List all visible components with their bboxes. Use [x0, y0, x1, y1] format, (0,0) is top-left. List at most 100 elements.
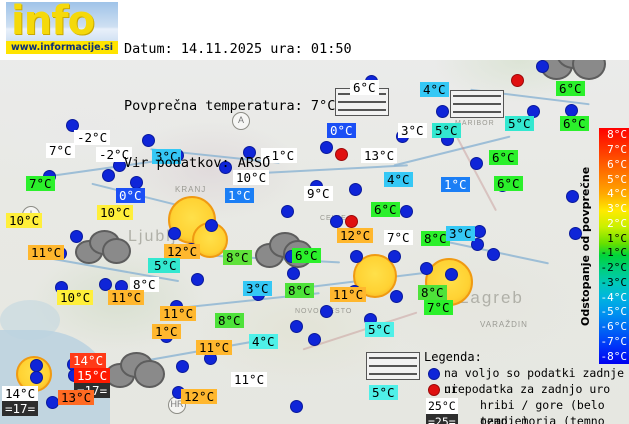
station-dot-nodata[interactable]	[511, 74, 524, 87]
country-code-tag: A	[232, 112, 250, 130]
temperature-chip[interactable]: 6°C	[371, 202, 400, 217]
temperature-chip[interactable]: 11°C	[196, 340, 233, 355]
temperature-chip[interactable]: -1°C	[261, 148, 298, 163]
temperature-chip[interactable]: 8°C	[223, 250, 252, 265]
station-dot[interactable]	[566, 190, 579, 203]
temperature-chip[interactable]: 0°C	[327, 123, 356, 138]
station-dot[interactable]	[205, 219, 218, 232]
station-dot[interactable]	[349, 183, 362, 196]
scale-tick-value: 4°C	[607, 187, 627, 201]
station-dot[interactable]	[281, 205, 294, 218]
temperature-chip[interactable]: 10°C	[97, 205, 134, 220]
temperature-chip[interactable]: 12°C	[337, 228, 374, 243]
temperature-chip[interactable]: 10°C	[6, 213, 43, 228]
station-dot[interactable]	[487, 248, 500, 261]
station-dot[interactable]	[436, 105, 449, 118]
temperature-chip[interactable]: 8°C	[285, 283, 314, 298]
temperature-chip[interactable]: 7°C	[424, 300, 453, 315]
station-dot[interactable]	[320, 305, 333, 318]
temperature-chip[interactable]: 1°C	[225, 188, 254, 203]
temperature-chip[interactable]: 6°C	[556, 81, 585, 96]
temperature-chip[interactable]: 11°C	[160, 306, 197, 321]
temperature-chip[interactable]: 3°C	[446, 226, 475, 241]
temperature-chip[interactable]: 3°C	[152, 149, 181, 164]
temperature-chip[interactable]: -2°C	[96, 147, 133, 162]
temperature-chip[interactable]: 5°C	[365, 322, 394, 337]
station-dot[interactable]	[473, 225, 486, 238]
temperature-chip[interactable]: 15°C	[74, 368, 111, 383]
station-dot[interactable]	[308, 333, 321, 346]
temperature-chip[interactable]: 5°C	[369, 385, 398, 400]
station-dot[interactable]	[420, 262, 433, 275]
temperature-chip[interactable]: 10°C	[233, 170, 270, 185]
temperature-chip[interactable]: 13°C	[361, 148, 398, 163]
temperature-chip[interactable]: 7°C	[46, 143, 75, 158]
temperature-chip[interactable]: 6°C	[489, 150, 518, 165]
temperature-chip[interactable]: 3°C	[398, 123, 427, 138]
station-dot[interactable]	[536, 60, 549, 73]
temperature-chip[interactable]: 8°C	[130, 277, 159, 292]
station-dot[interactable]	[219, 161, 232, 174]
temperature-chip[interactable]: 10°C	[57, 290, 94, 305]
temperature-chip[interactable]: 12°C	[181, 389, 218, 404]
temperature-chip[interactable]: 8°C	[421, 231, 450, 246]
temperature-chip[interactable]: 4°C	[420, 82, 449, 97]
station-dot[interactable]	[388, 250, 401, 263]
temperature-chip[interactable]: =17=	[2, 401, 39, 416]
temperature-chip[interactable]: 1°C	[441, 177, 470, 192]
temperature-chip[interactable]: 11°C	[108, 290, 145, 305]
temperature-chip[interactable]: 5°C	[151, 258, 180, 273]
temperature-chip[interactable]: 6°C	[560, 116, 589, 131]
temperature-chip[interactable]: 8°C	[215, 313, 244, 328]
station-dot[interactable]	[471, 238, 484, 251]
temperature-chip[interactable]: 11°C	[231, 372, 268, 387]
station-dot[interactable]	[569, 227, 582, 240]
temperature-chip[interactable]: 6°C	[494, 176, 523, 191]
temperature-chip[interactable]: 11°C	[28, 245, 65, 260]
temperature-chip[interactable]: 4°C	[249, 334, 278, 349]
temperature-chip[interactable]: 14°C	[70, 353, 107, 368]
station-dot[interactable]	[287, 267, 300, 280]
blue-dot-icon	[428, 368, 440, 380]
fog-line	[338, 109, 386, 111]
temperature-chip[interactable]: 12°C	[164, 244, 201, 259]
temperature-chip[interactable]: 13°C	[58, 390, 95, 405]
station-dot[interactable]	[445, 268, 458, 281]
temperature-chip[interactable]: 1°C	[152, 324, 181, 339]
temperature-chip[interactable]: 5°C	[432, 123, 461, 138]
station-dot-nodata[interactable]	[345, 215, 358, 228]
station-dot[interactable]	[243, 146, 256, 159]
temperature-chip[interactable]: 6°C	[292, 248, 321, 263]
station-dot[interactable]	[99, 278, 112, 291]
station-dot[interactable]	[142, 134, 155, 147]
station-dot-nodata[interactable]	[335, 148, 348, 161]
station-dot[interactable]	[350, 250, 363, 263]
temperature-chip[interactable]: 6°C	[350, 80, 379, 95]
temperature-chip[interactable]: 5°C	[505, 116, 534, 131]
temperature-chip[interactable]: 7°C	[26, 176, 55, 191]
station-dot[interactable]	[70, 230, 83, 243]
temperature-chip[interactable]: 11°C	[330, 287, 367, 302]
station-dot[interactable]	[102, 169, 115, 182]
station-dot[interactable]	[390, 290, 403, 303]
temperature-chip[interactable]: 14°C	[2, 386, 39, 401]
station-dot[interactable]	[191, 273, 204, 286]
informacije-logo[interactable]: info www.informacije.si	[6, 2, 118, 54]
station-dot[interactable]	[168, 227, 181, 240]
station-dot[interactable]	[400, 205, 413, 218]
station-dot[interactable]	[290, 320, 303, 333]
station-dot[interactable]	[66, 119, 79, 132]
temperature-chip[interactable]: 4°C	[384, 172, 413, 187]
station-dot[interactable]	[30, 371, 43, 384]
temperature-chip[interactable]: 0°C	[116, 188, 145, 203]
temperature-chip[interactable]: 7°C	[384, 230, 413, 245]
temperature-chip[interactable]: -2°C	[74, 130, 111, 145]
station-dot[interactable]	[320, 141, 333, 154]
temperature-chip[interactable]: 3°C	[243, 281, 272, 296]
temperature-chip[interactable]: 9°C	[304, 186, 333, 201]
station-dot[interactable]	[470, 157, 483, 170]
temperature-chip[interactable]: 8°C	[418, 285, 447, 300]
station-dot[interactable]	[290, 400, 303, 413]
station-dot[interactable]	[176, 360, 189, 373]
station-dot[interactable]	[330, 215, 343, 228]
